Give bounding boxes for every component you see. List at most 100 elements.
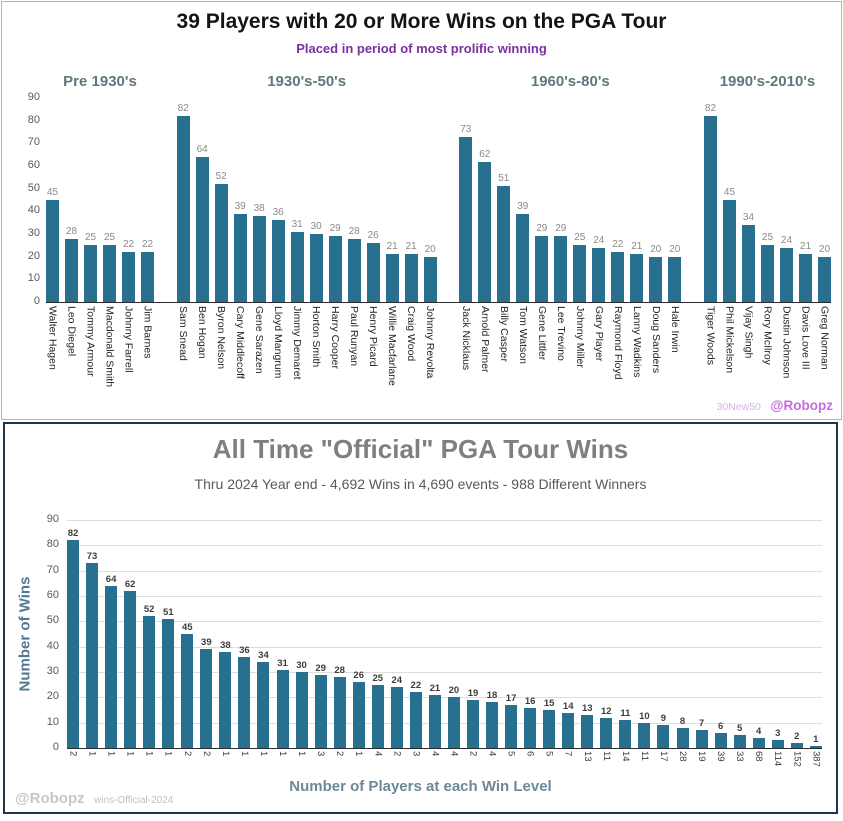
bar-slot: 45 Walter Hagen: [46, 187, 59, 370]
bar-slot: 15 5: [543, 698, 556, 756]
bar-value-label: 29: [555, 223, 567, 235]
period-label: 1930's-50's: [267, 73, 347, 90]
bar-value-label: 28: [348, 225, 360, 237]
y-axis-tick-label: 50: [27, 181, 40, 194]
watermark-note: wins-Official-2024: [94, 795, 174, 806]
bar: [543, 710, 556, 748]
bar-value-label: 31: [277, 657, 288, 669]
bar-slot: 12 11: [600, 706, 613, 761]
bar: [314, 674, 327, 748]
player-count-label: 1: [296, 751, 308, 757]
bar-value-label: 16: [524, 695, 536, 707]
player-name-label: Henry Picard: [367, 306, 380, 367]
bar: [516, 213, 530, 302]
player-name-label: Lanny Wadkins: [630, 306, 643, 378]
bar-slot: 39 2: [200, 637, 213, 756]
bar-slot: 82 Sam Snead: [176, 103, 190, 361]
bar: [447, 697, 460, 748]
bar: [295, 672, 308, 748]
bar-value-label: 45: [46, 187, 59, 198]
bar-slot: 20 Johnny Revolta: [423, 244, 437, 378]
bar-value-label: 30: [310, 221, 322, 232]
gridline: [67, 672, 822, 673]
period-group: 1930's-50's 82 Sam Snead 64 Ben Hogan 52 Byron…: [176, 73, 437, 386]
bar-slot: 73 Jack Nicklaus: [459, 124, 473, 370]
bar-slot: 25 Johnny Miller: [573, 232, 587, 368]
bar: [760, 245, 774, 302]
bar-value-label: 25: [103, 232, 116, 244]
bar-value-label: 24: [391, 675, 403, 687]
bar-slot: 20 Doug Sanders: [649, 244, 663, 373]
bar: [619, 720, 632, 748]
bar: [84, 245, 97, 302]
bar-slot: 45 2: [181, 622, 194, 756]
player-name-label: Rory McIlroy: [761, 306, 774, 365]
bar-value-label: 64: [196, 143, 208, 155]
bar-value-label: 2: [794, 730, 800, 742]
bar: [347, 238, 361, 302]
bar-value-label: 22: [122, 239, 135, 251]
bar-value-label: 14: [562, 700, 574, 712]
player-count-label: 28: [677, 751, 688, 762]
bar-value-label: 34: [258, 649, 269, 661]
player-name-label: Byron Nelson: [215, 306, 228, 370]
bar-slot: 29 Harry Cooper: [328, 223, 342, 369]
player-name-label: Johnny Miller: [573, 306, 586, 368]
bar-value-label: 20: [650, 243, 662, 255]
bar: [214, 184, 228, 302]
player-name-label: Billy Casper: [497, 306, 510, 363]
y-axis-tick-label: 60: [27, 159, 40, 171]
bar-slot: 52 1: [143, 604, 156, 756]
bar-value-label: 15: [543, 698, 555, 709]
bar-slot: 29 Gene Littler: [535, 223, 549, 360]
bar-value-label: 21: [631, 241, 643, 253]
bar-slot: 62 Arnold Palmer: [478, 149, 492, 373]
bar-value-label: 38: [220, 639, 231, 651]
player-name-label: Tiger Woods: [704, 306, 717, 365]
player-name-label: Raymond Floyd: [611, 306, 624, 380]
bar-slot: 22 Jim Barnes: [141, 239, 154, 359]
bar-value-label: 73: [86, 551, 98, 563]
gridline: [67, 570, 822, 572]
bar-value-label: 24: [780, 234, 793, 246]
bar: [600, 717, 613, 748]
bar: [67, 540, 79, 748]
gridline: [67, 596, 822, 597]
player-count-label: 1: [162, 751, 174, 757]
bar: [141, 252, 154, 302]
bar-slot: 3 114: [771, 728, 784, 766]
bar-value-label: 17: [505, 692, 517, 704]
bar-slot: 21 Craig Wood: [404, 241, 418, 361]
player-count-label: 33: [734, 751, 746, 762]
bar-value-label: 62: [124, 578, 136, 590]
player-name-label: Willie Macfarlane: [386, 306, 399, 386]
bar-slot: 29 Lee Trevino: [554, 223, 568, 361]
bar-value-label: 28: [334, 665, 345, 677]
player-count-label: 4: [429, 751, 441, 757]
bar: [195, 156, 209, 302]
bar-slot: 28 Leo Diegel: [65, 226, 78, 356]
player-count-label: 1: [257, 751, 269, 757]
bar-value-label: 29: [329, 223, 341, 235]
bar: [733, 735, 746, 748]
player-name-label: Hale Irwin: [668, 306, 681, 353]
bar-value-label: 36: [239, 644, 250, 656]
bar-value-label: 18: [486, 690, 498, 702]
player-count-label: 5: [505, 751, 517, 757]
bar-slot: 82 2: [67, 528, 79, 756]
bar: [105, 585, 118, 748]
x-axis-label: Number of Players at each Win Level: [289, 778, 552, 795]
player-count-label: 17: [657, 751, 669, 762]
player-count-label: 1: [143, 751, 155, 757]
player-count-label: 39: [715, 751, 727, 762]
bar-slot: 1 387: [809, 734, 822, 767]
bottom-chart-panel: All Time "Official" PGA Tour Wins Thru 2…: [3, 422, 838, 814]
player-count-label: 4: [486, 751, 498, 757]
bar: [122, 252, 135, 302]
bar: [497, 186, 511, 302]
top-chart-title: 39 Players with 20 or More Wins on the P…: [176, 10, 667, 33]
bar-slot: 9 17: [657, 713, 670, 762]
player-count-label: 19: [696, 751, 708, 762]
bar-slot: 22 Johnny Farrell: [122, 239, 135, 373]
bar-slot: 10 11: [638, 711, 651, 761]
